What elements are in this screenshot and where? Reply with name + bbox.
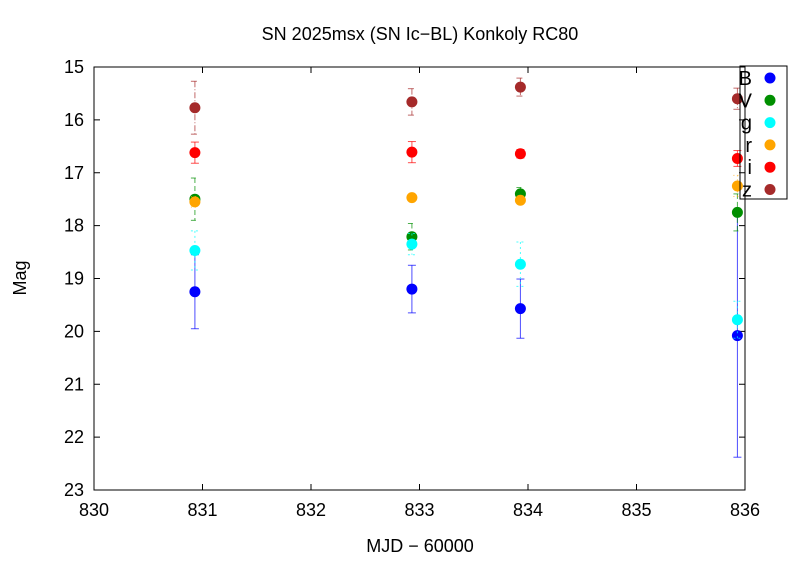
data-point-i xyxy=(514,148,526,160)
legend-label: z xyxy=(742,180,752,202)
y-tick-label: 21 xyxy=(64,374,84,394)
data-point-g xyxy=(189,244,201,256)
data-point-g xyxy=(731,314,743,326)
legend-label: g xyxy=(741,113,752,135)
data-point-r xyxy=(406,192,418,204)
y-tick-label: 18 xyxy=(64,216,84,236)
x-tick-label: 832 xyxy=(296,500,326,520)
data-point-z xyxy=(514,81,526,93)
plot-frame xyxy=(93,66,746,491)
x-tick-label: 830 xyxy=(79,500,109,520)
y-axis-label: Mag xyxy=(10,260,30,295)
data-point-z xyxy=(189,102,201,114)
data-point-g xyxy=(514,258,526,270)
legend-box xyxy=(739,65,788,200)
data-point-r xyxy=(514,194,526,206)
legend-marker-r xyxy=(764,139,776,151)
y-tick-label: 20 xyxy=(64,321,84,341)
series-i xyxy=(189,141,743,167)
y-tick-label: 22 xyxy=(64,427,84,447)
series-B xyxy=(189,213,743,458)
y-tick-label: 23 xyxy=(64,480,84,500)
data-point-z xyxy=(406,96,418,108)
legend-label: B xyxy=(739,68,752,90)
legend-marker-B xyxy=(764,72,776,84)
legend-label: i xyxy=(748,157,752,179)
y-tick-label: 19 xyxy=(64,269,84,289)
x-tick-label: 836 xyxy=(730,500,760,520)
y-tick-label: 15 xyxy=(64,57,84,77)
legend-label: V xyxy=(739,90,753,112)
x-tick-label: 833 xyxy=(404,500,434,520)
x-tick-label: 835 xyxy=(621,500,651,520)
data-point-B xyxy=(514,303,526,315)
legend-label: r xyxy=(745,135,752,157)
data-point-B xyxy=(189,286,201,298)
x-tick-label: 831 xyxy=(187,500,217,520)
data-point-g xyxy=(406,238,418,250)
x-axis-label: MJD − 60000 xyxy=(366,536,474,556)
data-point-V xyxy=(731,206,743,218)
x-tick-label: 834 xyxy=(513,500,543,520)
legend-marker-g xyxy=(764,117,776,129)
chart-title: SN 2025msx (SN Ic−BL) Konkoly RC80 xyxy=(262,24,579,44)
y-tick-label: 16 xyxy=(64,110,84,130)
series-g xyxy=(189,230,743,339)
y-tick-label: 17 xyxy=(64,163,84,183)
data-point-i xyxy=(406,146,418,158)
legend-marker-i xyxy=(764,161,776,173)
series-r xyxy=(189,174,743,208)
series-V xyxy=(189,177,743,251)
data-point-i xyxy=(189,147,201,159)
series-z xyxy=(189,77,743,135)
data-point-r xyxy=(189,196,201,208)
data-point-B xyxy=(406,283,418,295)
legend-marker-z xyxy=(764,184,776,195)
legend-marker-V xyxy=(764,94,776,106)
